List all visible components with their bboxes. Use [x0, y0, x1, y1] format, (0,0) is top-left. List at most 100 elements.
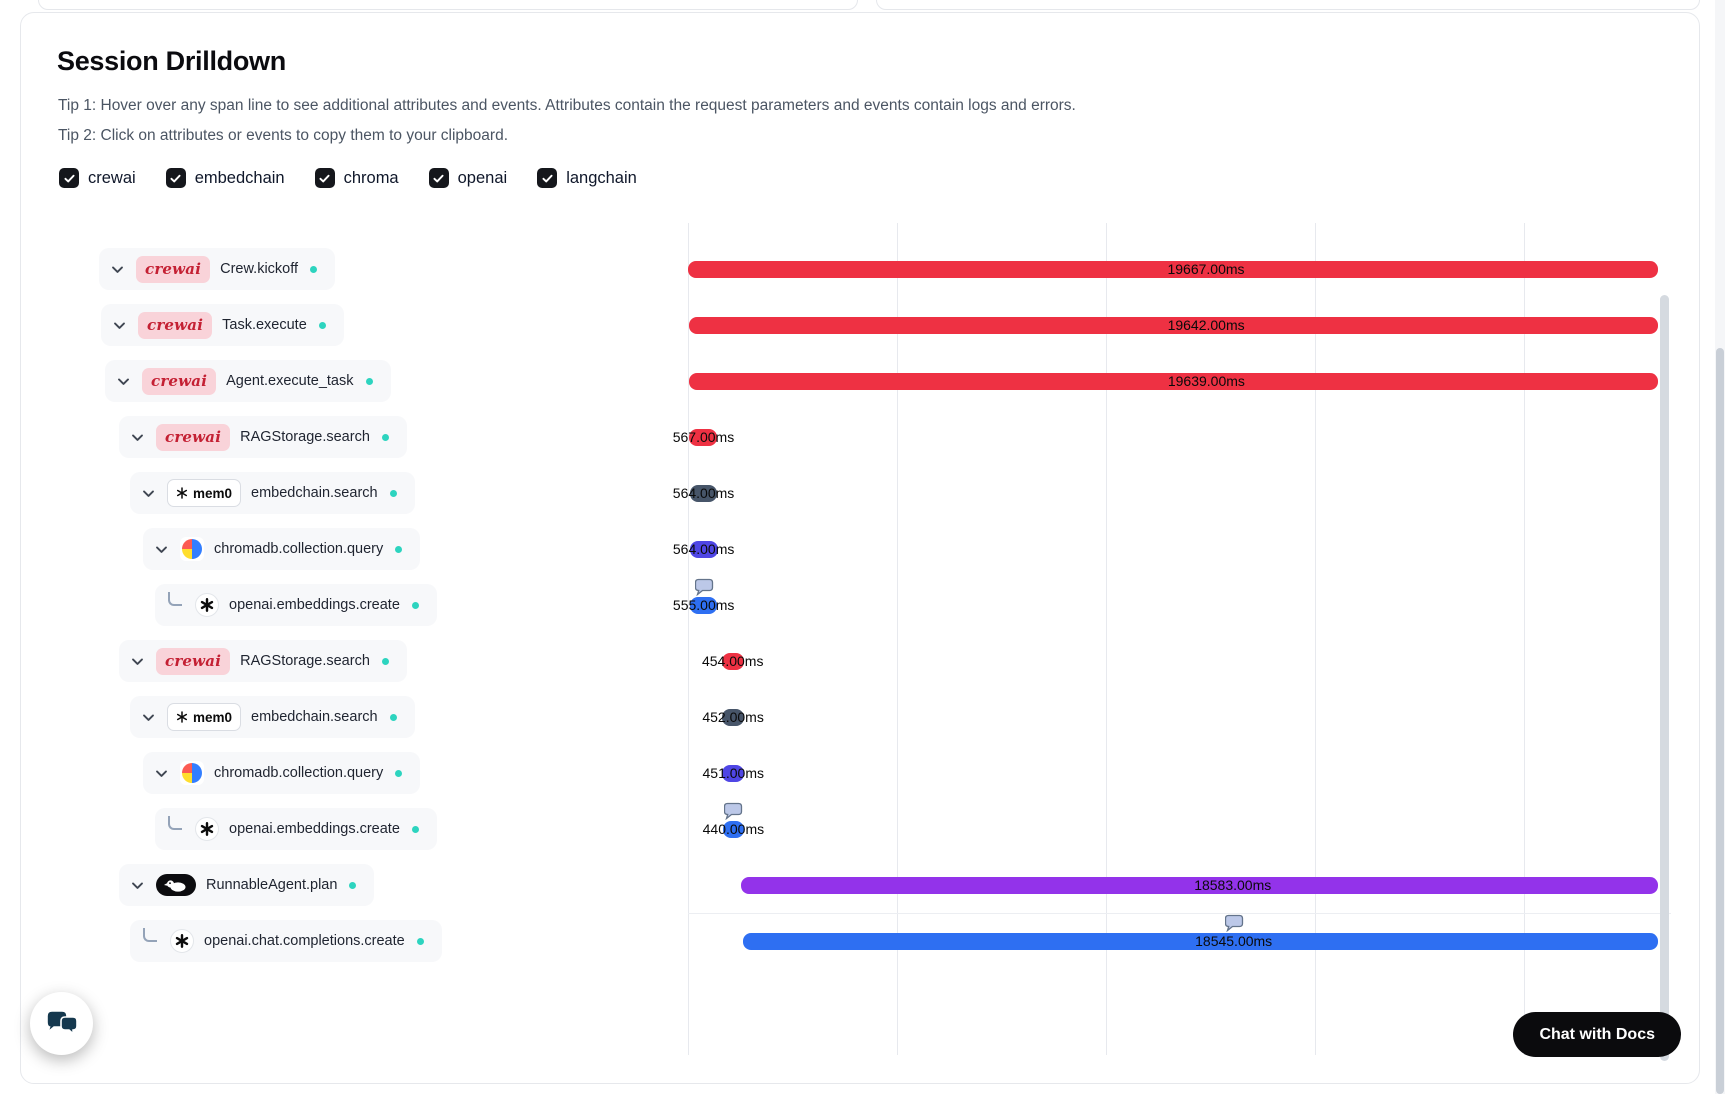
trace-waterfall: crewai Crew.kickoff 19667.00ms crewai Task.e…: [21, 223, 1673, 1055]
expand-toggle[interactable]: [109, 261, 126, 278]
span-row-pill[interactable]: crewai Agent.execute_task: [105, 360, 391, 402]
expand-toggle[interactable]: [115, 373, 132, 390]
span-timeline-cell: 19667.00ms: [688, 241, 1673, 297]
checkbox-langchain[interactable]: [537, 168, 558, 188]
event-bubble-icon[interactable]: [694, 578, 714, 597]
filter-label: crewai: [88, 168, 136, 187]
span-name: Agent.execute_task: [226, 373, 354, 389]
event-marker[interactable]: [1224, 914, 1244, 933]
span-timeline-cell: 567.00ms: [673, 409, 1673, 465]
span-row: openai.chat.completions.create 18545.00ms: [21, 913, 1673, 969]
mem0-icon: [176, 711, 188, 723]
span-row-left: crewai Agent.execute_task: [21, 353, 688, 409]
span-timeline-cell: 564.00ms: [673, 521, 1673, 577]
filter-openai[interactable]: openai: [428, 168, 507, 188]
filter-langchain[interactable]: langchain: [537, 168, 637, 188]
filter-label: langchain: [566, 168, 637, 187]
expand-toggle[interactable]: [153, 541, 170, 558]
checkbox-crewai[interactable]: [59, 168, 79, 188]
event-marker[interactable]: [724, 802, 743, 821]
expand-toggle[interactable]: [140, 485, 157, 502]
span-duration-bar[interactable]: [721, 653, 744, 670]
span-row-pill[interactable]: openai.chat.completions.create: [130, 920, 442, 962]
event-bubble-icon[interactable]: [1224, 914, 1244, 933]
span-duration-label: 440.00ms: [702, 821, 765, 837]
span-duration-label: 564.00ms: [672, 485, 735, 501]
openai-icon: [200, 822, 214, 836]
span-row: openai.embeddings.create 440.00ms: [21, 801, 1673, 857]
checkbox-chroma[interactable]: [314, 168, 335, 188]
inner-scrollbar-thumb[interactable]: [1660, 295, 1669, 1061]
span-row-pill[interactable]: crewai Crew.kickoff: [99, 248, 336, 290]
span-duration-bar[interactable]: [689, 485, 718, 502]
span-row-left: crewai Task.execute: [21, 297, 688, 353]
span-row-pill[interactable]: crewai RAGStorage.search: [119, 416, 407, 458]
span-rows: crewai Crew.kickoff 19667.00ms crewai Task.e…: [21, 241, 1673, 969]
filter-label: embedchain: [194, 168, 285, 187]
span-duration-label: 451.00ms: [702, 765, 764, 781]
span-timeline-cell: 555.00ms: [673, 577, 1673, 633]
service-filter-row: crewai embedchain chroma openai langchain: [59, 168, 637, 188]
openai-icon: [175, 934, 189, 948]
checkmark-icon: [63, 174, 75, 182]
chevron-down-icon: [132, 882, 143, 889]
expand-toggle[interactable]: [129, 653, 146, 670]
span-row-pill[interactable]: mem0 embedchain.search: [130, 472, 415, 514]
chevron-down-icon: [132, 434, 143, 441]
expand-toggle[interactable]: [111, 317, 128, 334]
filter-chroma[interactable]: chroma: [314, 168, 399, 188]
checkbox-openai[interactable]: [428, 168, 449, 188]
span-timeline-cell: 19642.00ms: [688, 297, 1673, 353]
span-row: chromadb.collection.query 451.00ms: [21, 745, 1673, 801]
span-duration-bar[interactable]: [722, 821, 745, 838]
expand-toggle[interactable]: [153, 765, 170, 782]
chat-with-docs-button[interactable]: Chat with Docs: [1513, 1012, 1681, 1057]
span-row-left: openai.chat.completions.create: [21, 913, 688, 969]
span-row-pill[interactable]: chromadb.collection.query: [143, 528, 421, 570]
span-duration-label: 19667.00ms: [1167, 261, 1245, 277]
page-scrollbar-thumb[interactable]: [1716, 348, 1724, 1094]
span-status-dot: [395, 545, 403, 553]
span-duration-bar[interactable]: [689, 597, 718, 614]
langchain-badge: [156, 874, 196, 896]
filter-crewai[interactable]: crewai: [59, 168, 136, 188]
mem0-logo-badge: mem0: [167, 703, 242, 731]
expand-toggle[interactable]: [129, 877, 146, 894]
span-row-pill[interactable]: crewai RAGStorage.search: [119, 640, 407, 682]
span-row-left: openai.embeddings.create: [21, 577, 688, 633]
filter-embedchain[interactable]: embedchain: [165, 168, 285, 188]
span-duration-bar[interactable]: [743, 933, 1658, 950]
span-duration-bar[interactable]: [689, 429, 718, 446]
span-name: chromadb.collection.query: [214, 765, 384, 781]
span-duration-bar[interactable]: [689, 373, 1658, 390]
span-duration-bar[interactable]: [688, 261, 1658, 278]
span-row-pill[interactable]: crewai Task.execute: [101, 304, 344, 346]
expand-toggle[interactable]: [129, 429, 146, 446]
chat-launcher-button[interactable]: [30, 992, 93, 1055]
span-timeline-cell: 18545.00ms: [688, 913, 1673, 969]
span-duration-bar[interactable]: [722, 765, 745, 782]
page-scrollbar-track[interactable]: [1715, 0, 1725, 1094]
span-row-pill[interactable]: chromadb.collection.query: [143, 752, 421, 794]
span-row-pill[interactable]: RunnableAgent.plan: [119, 864, 375, 906]
span-row: crewai Agent.execute_task 19639.00ms: [21, 353, 1673, 409]
span-timeline-cell: 18583.00ms: [688, 857, 1673, 913]
event-bubble-icon[interactable]: [724, 802, 743, 821]
span-row: RunnableAgent.plan 18583.00ms: [21, 857, 1673, 913]
span-duration-bar[interactable]: [741, 877, 1658, 894]
expand-toggle[interactable]: [140, 709, 157, 726]
span-duration-bar[interactable]: [721, 709, 745, 726]
span-row-pill[interactable]: openai.embeddings.create: [155, 808, 437, 850]
span-duration-bar[interactable]: [688, 317, 1658, 334]
chevron-down-icon: [112, 266, 123, 273]
checkmark-icon: [170, 174, 181, 182]
event-marker[interactable]: [694, 578, 714, 597]
chevron-down-icon: [156, 546, 167, 553]
span-duration-bar[interactable]: [689, 541, 718, 558]
checkmark-icon: [319, 174, 330, 182]
checkbox-embedchain[interactable]: [165, 168, 186, 188]
span-status-dot: [310, 265, 318, 273]
crewai-logo-badge: crewai: [156, 647, 231, 675]
span-row-pill[interactable]: mem0 embedchain.search: [130, 696, 415, 738]
span-row-pill[interactable]: openai.embeddings.create: [155, 584, 437, 626]
